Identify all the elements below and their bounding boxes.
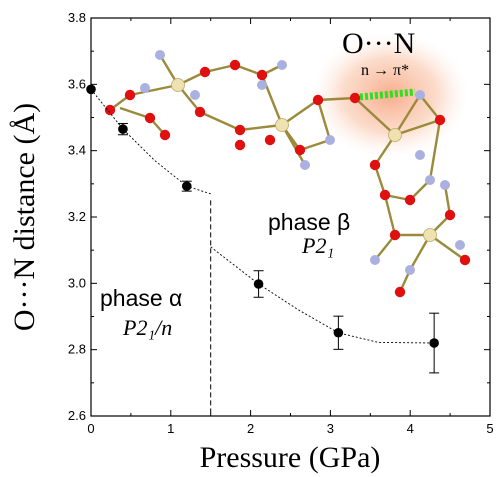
oxygen-atom (379, 189, 391, 201)
data-point (333, 327, 344, 338)
x-tick-label: 0 (87, 421, 94, 436)
bond (374, 234, 396, 261)
fit-curves (90, 89, 435, 344)
y-tick-label: 3.4 (68, 143, 86, 158)
axis-ticks: 0 1 2 3 4 5 2.6 2.8 3.0 3.2 3.4 3.6 3.8 (68, 10, 494, 436)
nitrogen-atom (257, 80, 267, 90)
oxygen-atom (104, 104, 116, 116)
oxygen-atom (194, 106, 206, 118)
x-tick-label: 3 (327, 421, 334, 436)
oxygen-atom (234, 124, 246, 136)
bond (429, 234, 466, 261)
bond (129, 83, 179, 97)
oxygen-atom (349, 92, 361, 104)
data-point (181, 181, 192, 191)
y-tick-label: 3.0 (68, 275, 86, 290)
bond (317, 96, 356, 102)
phase-beta-group: P2₁ (301, 233, 334, 258)
oxygen-atom (124, 89, 136, 101)
bond (394, 118, 441, 137)
phase-alpha-group: P2₁/n (122, 315, 172, 340)
bond (428, 119, 442, 181)
bond (354, 97, 396, 136)
bond (299, 138, 331, 152)
oxygen-atom (144, 112, 156, 124)
bond (419, 94, 441, 121)
x-tick-label: 1 (167, 421, 174, 436)
bond (383, 194, 397, 236)
nitrogen-atom (370, 255, 380, 265)
metal-atom (171, 78, 185, 92)
oxygen-atom (199, 66, 211, 78)
metal-atom (423, 228, 437, 242)
nitrogen-atom (190, 90, 200, 100)
n-pi-interaction (359, 88, 416, 101)
nitrogen-atom (415, 90, 425, 100)
bond (393, 94, 422, 136)
y-tick-label: 3.8 (68, 10, 86, 25)
nitrogen-atom (415, 150, 425, 160)
data-point (118, 124, 128, 134)
x-tick-label: 2 (247, 421, 254, 436)
oxygen-atom (394, 286, 406, 298)
y-tick-label: 2.8 (68, 342, 86, 357)
oxygen-atom (256, 69, 268, 81)
y-tick-label: 3.2 (68, 209, 86, 224)
metal-atom (388, 128, 402, 142)
nitrogen-atom (300, 160, 310, 170)
bond (373, 164, 387, 196)
bond (316, 99, 332, 141)
oxygen-atom (234, 139, 246, 151)
oxygen-atom (312, 94, 324, 106)
metal-atom (275, 118, 289, 132)
oxygen-atom (404, 194, 416, 206)
data-points (86, 84, 440, 374)
nitrogen-atom (277, 60, 287, 70)
nitrogen-atom (140, 83, 150, 93)
y-tick-label: 3.6 (68, 76, 86, 91)
crystal-structure-inset (104, 33, 471, 298)
phase-beta-label: phase β (268, 209, 350, 235)
oxygen-atom (459, 254, 471, 266)
bond (239, 123, 283, 132)
bond (199, 110, 241, 132)
inset-title: O···N (342, 27, 415, 60)
oxygen-atom (294, 144, 306, 156)
phase-alpha-label: phase α (100, 285, 182, 311)
oxygen-atom (369, 159, 381, 171)
data-point (86, 84, 96, 95)
inset-subtitle: n → π* (361, 62, 409, 79)
fit-curve (210, 246, 435, 344)
bond (280, 124, 307, 166)
nitrogen-atom (440, 180, 450, 190)
oxygen-atom (434, 114, 446, 126)
nitrogen-atom (405, 265, 415, 275)
fit-curve (90, 89, 211, 195)
y-tick-label: 2.6 (68, 408, 86, 423)
bond (281, 99, 319, 126)
nitrogen-atom (325, 135, 335, 145)
nitrogen-atom (455, 240, 465, 250)
oxygen-atom (159, 129, 171, 141)
x-axis-title: Pressure (GPa) (200, 441, 381, 474)
x-tick-label: 4 (407, 421, 414, 436)
oxygen-atom (389, 229, 401, 241)
nitrogen-atom (155, 50, 165, 60)
oxygen-atom (229, 59, 241, 71)
x-tick-label: 5 (486, 421, 493, 436)
oxygen-atom (264, 134, 276, 146)
y-axis-title: O···N distance (Å) (8, 103, 41, 331)
nitrogen-atom (425, 175, 435, 185)
data-point (429, 338, 439, 348)
bond (119, 106, 151, 120)
data-point (253, 279, 264, 289)
oxygen-atom (444, 209, 456, 221)
